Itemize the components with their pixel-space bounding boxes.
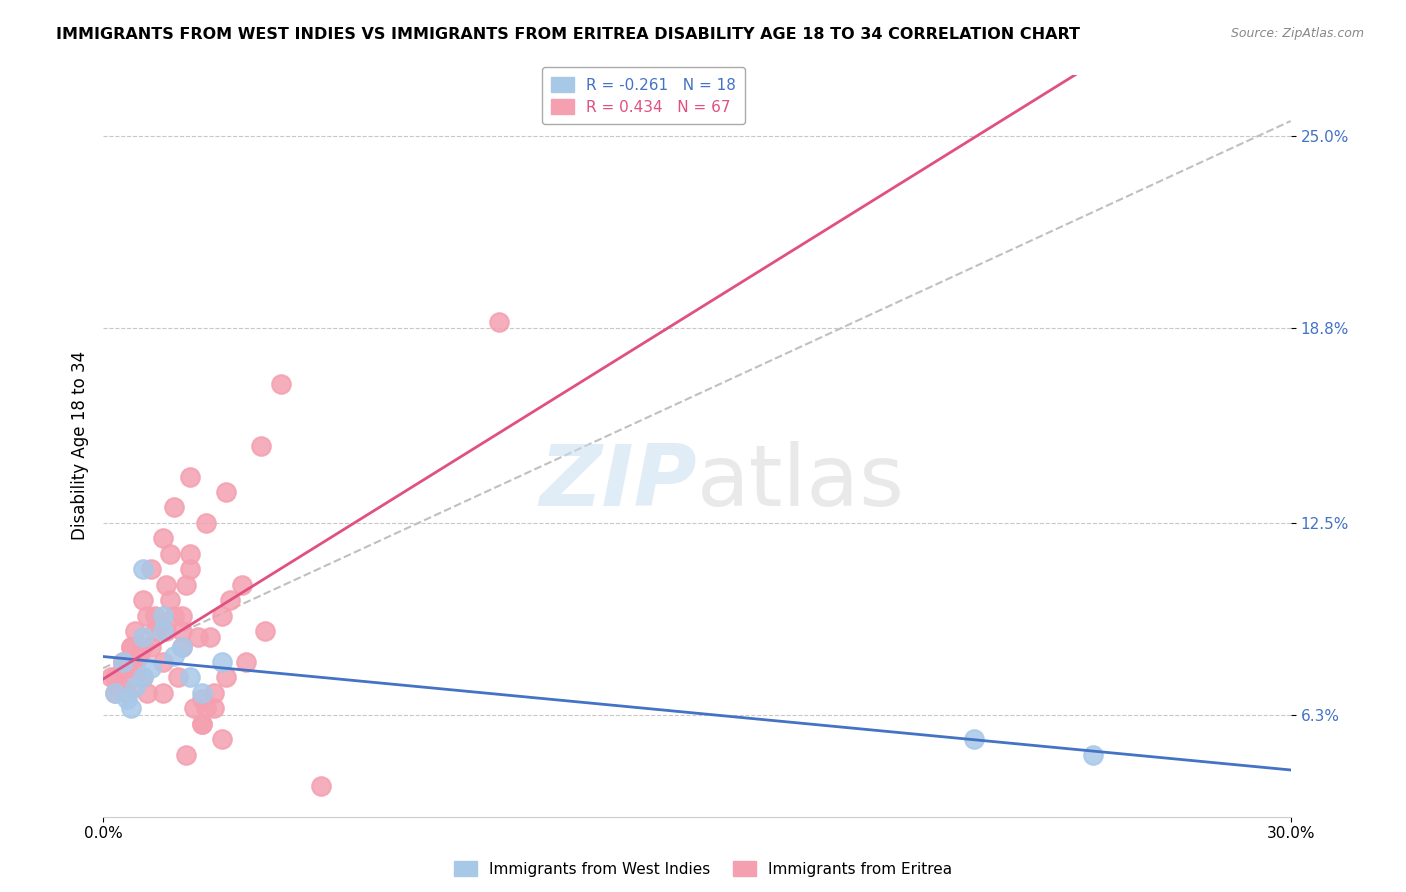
Point [139,640,162,654]
Point [108,680,131,694]
Point [183,701,205,715]
Point [115,686,138,700]
Point [128,648,150,663]
Point [211,655,233,669]
Text: ZIP: ZIP [540,442,697,524]
Point [172,640,194,654]
Point [174,578,197,592]
Point [108,680,131,694]
Point [231,578,253,592]
Point [111,655,134,669]
Point [132,671,155,685]
Point [132,630,155,644]
Point [1081,747,1104,762]
Point [152,686,174,700]
Point [187,630,209,644]
Point [211,732,233,747]
Point [250,439,273,453]
Point [174,747,197,762]
Point [179,562,201,576]
Point [191,692,214,706]
Point [120,701,142,715]
Point [128,648,150,663]
Point [104,686,127,700]
Point [163,500,186,515]
Point [309,779,332,793]
Text: IMMIGRANTS FROM WEST INDIES VS IMMIGRANTS FROM ERITREA DISABILITY AGE 18 TO 34 C: IMMIGRANTS FROM WEST INDIES VS IMMIGRANT… [56,27,1080,42]
Point [191,716,214,731]
Point [143,608,166,623]
Point [143,624,166,639]
Point [132,671,155,685]
Point [179,469,201,483]
Point [254,624,277,639]
Point [115,692,138,706]
Point [211,608,233,623]
Point [115,661,138,675]
Point [163,648,186,663]
Point [155,624,177,639]
Point [124,680,146,694]
Point [104,671,127,685]
Point [270,376,292,391]
Point [120,640,142,654]
Legend: Immigrants from West Indies, Immigrants from Eritrea: Immigrants from West Indies, Immigrants … [446,853,960,884]
Point [215,485,238,500]
Point [235,655,257,669]
Point [139,661,162,675]
Point [139,562,162,576]
Point [215,671,238,685]
Text: atlas: atlas [697,442,905,524]
Point [152,532,174,546]
Point [132,562,155,576]
Point [155,578,177,592]
Point [195,516,218,530]
Point [120,640,142,654]
Point [124,655,146,669]
Point [202,686,225,700]
Point [135,686,157,700]
Point [172,624,194,639]
Text: Source: ZipAtlas.com: Source: ZipAtlas.com [1230,27,1364,40]
Point [163,608,186,623]
Point [195,701,218,715]
Point [152,655,174,669]
Point [152,624,174,639]
Point [124,624,146,639]
Point [152,608,174,623]
Point [159,593,181,607]
Legend: R = -0.261   N = 18, R = 0.434   N = 67: R = -0.261 N = 18, R = 0.434 N = 67 [541,68,745,124]
Point [179,671,201,685]
Point [148,618,170,632]
Point [111,661,134,675]
Point [135,608,157,623]
Point [172,640,194,654]
Point [202,701,225,715]
Point [159,547,181,561]
Point [172,608,194,623]
Point [100,671,122,685]
Point [218,593,240,607]
Point [167,671,190,685]
Point [132,640,155,654]
Point [132,593,155,607]
Point [111,655,134,669]
Point [963,732,986,747]
Point [179,547,201,561]
Point [104,686,127,700]
Y-axis label: Disability Age 18 to 34: Disability Age 18 to 34 [72,351,89,541]
Point [191,686,214,700]
Point [488,315,510,329]
Point [198,630,221,644]
Point [191,716,214,731]
Point [124,671,146,685]
Point [111,655,134,669]
